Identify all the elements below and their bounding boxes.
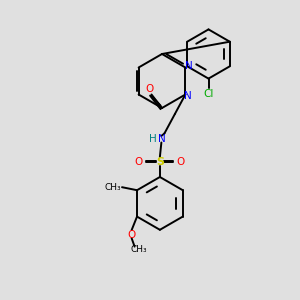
Text: H: H <box>149 134 157 144</box>
Text: S: S <box>156 157 164 167</box>
Text: N: N <box>184 91 192 101</box>
Text: CH₃: CH₃ <box>104 183 121 192</box>
Text: CH₃: CH₃ <box>131 245 147 254</box>
Text: O: O <box>177 157 185 167</box>
Text: O: O <box>135 157 143 167</box>
Text: O: O <box>145 83 153 94</box>
Text: O: O <box>128 230 136 240</box>
Text: Cl: Cl <box>203 88 214 99</box>
Text: N: N <box>158 134 165 144</box>
Text: N: N <box>184 61 192 71</box>
